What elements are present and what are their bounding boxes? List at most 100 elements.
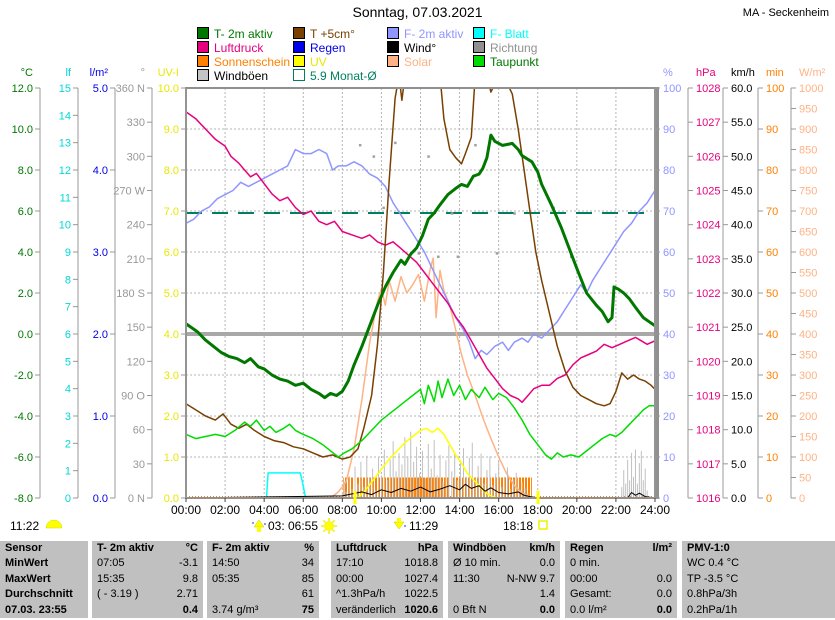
axis-label: 70 xyxy=(766,206,778,218)
axis-label: -4.0 xyxy=(14,411,33,423)
axis-label: 13 xyxy=(59,138,71,150)
x-axis-label: 18:00 xyxy=(523,503,553,517)
axis-label: 20.0 xyxy=(731,356,752,368)
axis-label: 150 xyxy=(799,432,817,444)
axis-label: 0 xyxy=(799,493,805,505)
axis-label: 25.0 xyxy=(731,322,752,334)
legend-label: Regen xyxy=(310,41,346,55)
axis-label: 90 xyxy=(766,124,778,136)
legend-label: T +5cm° xyxy=(310,27,355,41)
table-col-pmv-1-0: PMV-1:0 WC 0.4 °C TP -3.5 °C 0.8hPa/3h 0.2hP… xyxy=(682,541,835,618)
weather-chart: 12.010.08.06.04.02.00.0-2.0-4.0-6.0-8.0°… xyxy=(10,67,826,534)
x-axis-label: 16:00 xyxy=(484,503,514,517)
legend-item-uv: UV xyxy=(293,55,327,68)
legend-item-t-2m-aktiv: T- 2m aktiv xyxy=(197,27,273,40)
axis-label: 50.0 xyxy=(731,151,752,163)
axis-label: 10 xyxy=(663,452,675,464)
axis-label: 5.0 xyxy=(731,459,746,471)
sun-event-tick xyxy=(353,491,357,504)
table-header: Luftdruck hPa xyxy=(336,542,438,554)
table-row: 17:10 1018.8 xyxy=(336,557,438,570)
row-label: Sensor xyxy=(5,542,43,554)
legend-swatch-icon xyxy=(197,55,209,67)
table-header: Windböen km/h xyxy=(453,542,555,554)
series-Taupunkt xyxy=(187,378,654,460)
axis-label: W/m² xyxy=(799,67,826,79)
table-row: 0.2hPa/1h xyxy=(687,603,738,616)
series-F- Blatt xyxy=(265,472,307,497)
x-axis-label: 14:00 xyxy=(445,503,475,517)
axis-label: 270 W xyxy=(113,186,145,198)
axis-label: 55.0 xyxy=(731,117,752,129)
axis-label: 0 xyxy=(766,493,772,505)
axis-label: 5.0 xyxy=(93,83,108,95)
legend-label: Richtung xyxy=(490,41,538,55)
table-row: 07:05 -3.1 xyxy=(97,557,198,570)
table-row-labels: Sensor MinWert MaxWert Durchschnitt 07.03. 2… xyxy=(0,541,88,618)
axis-label: 6.0 xyxy=(164,247,179,259)
legend-swatch-icon xyxy=(197,41,209,53)
legend-swatch-icon xyxy=(293,55,305,67)
axis-label: 6 xyxy=(65,329,71,341)
sun-icon xyxy=(321,518,337,534)
wind-direction-dot xyxy=(394,141,397,145)
table-col-t-2m-aktiv: T- 2m aktiv °C 07:05 -3.1 15:35 9.8 ( - 3.19 )… xyxy=(92,541,203,618)
axis-label: 300 xyxy=(127,151,145,163)
wind-direction-dot xyxy=(450,212,454,215)
axis-label: 1019 xyxy=(696,391,720,403)
series-Wind° xyxy=(223,483,652,497)
axis-label: 150 xyxy=(127,322,145,334)
table-header: PMV-1:0 xyxy=(687,542,730,554)
axis-label: 7 xyxy=(65,302,71,314)
axis-label: 30 xyxy=(663,370,675,382)
axis-label: 10.0 xyxy=(12,124,33,136)
table-row: 0 Bft N 0.0 xyxy=(453,603,555,616)
moonrise-time: 03: xyxy=(268,519,285,533)
axis-label: 45.0 xyxy=(731,186,752,198)
axis-label: 1021 xyxy=(696,322,720,334)
axis-label: 200 xyxy=(799,411,817,423)
axis-label: 50 xyxy=(766,288,778,300)
axis-label: 3.0 xyxy=(164,370,179,382)
legend-item-f-blatt: F- Blatt xyxy=(473,27,529,40)
legend-swatch-icon xyxy=(387,27,399,39)
table-col-f-2m-aktiv: F- 2m aktiv% 14:50 34 05:35 85 61 3.74 g/m³ 75 xyxy=(207,541,319,618)
axis-label: 10.0 xyxy=(158,83,179,95)
table-header: F- 2m aktiv% xyxy=(212,542,314,554)
table-row: 0.4 xyxy=(182,603,198,616)
series-Solar xyxy=(330,257,537,497)
x-axis-label: 04:00 xyxy=(249,503,279,517)
table-row: veränderlich 1020.6 xyxy=(336,603,438,616)
table-row: 05:35 85 xyxy=(212,572,314,585)
axis-label: 550 xyxy=(799,268,817,280)
station-label: MA - Seckenheim xyxy=(742,7,829,19)
axis-label: 0.0 xyxy=(93,493,108,505)
axis-label: 1018 xyxy=(696,425,720,437)
axis-label: 210 xyxy=(127,254,145,266)
axis-label: 1020 xyxy=(696,356,720,368)
wind-direction-dot xyxy=(358,143,362,147)
legend-label: Sonnenschein xyxy=(214,55,291,69)
axis-label: -8.0 xyxy=(14,493,33,505)
axis-label: 1023 xyxy=(696,254,720,266)
wind-direction-dot xyxy=(474,143,477,147)
axis-label: 1027 xyxy=(696,117,720,129)
series-T +5cm° xyxy=(187,89,654,460)
axis-label: 2.0 xyxy=(93,329,108,341)
table-row: 1.4 xyxy=(539,588,555,601)
axis-label: 60 xyxy=(766,247,778,259)
x-axis-label: 08:00 xyxy=(327,503,357,517)
wind-direction-dot xyxy=(417,252,421,255)
wind-direction-dot xyxy=(427,155,430,158)
row-label: MaxWert xyxy=(5,572,51,585)
axis-label: % xyxy=(663,67,673,79)
axis-label: 400 xyxy=(799,329,817,341)
legend-item-richtung: Richtung xyxy=(473,41,538,55)
axis-label: 350 xyxy=(799,350,817,362)
legend-swatch-icon xyxy=(473,41,485,53)
axis-label: 8.0 xyxy=(18,165,33,177)
page-title: Sonntag, 07.03.2021 xyxy=(352,4,483,20)
axis-label: hPa xyxy=(696,67,716,79)
axis-label: 40.0 xyxy=(731,220,752,232)
axis-label: 9 xyxy=(65,247,71,259)
